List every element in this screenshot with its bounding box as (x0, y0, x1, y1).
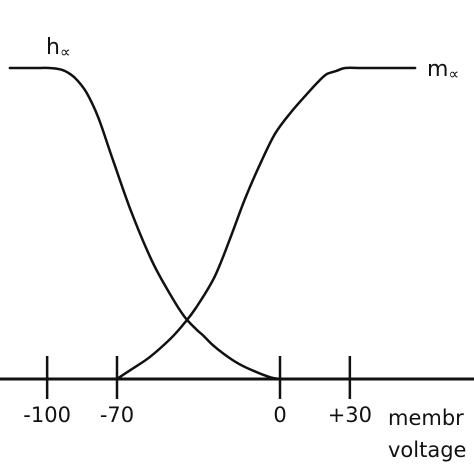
x-tick-label: 0 (273, 403, 286, 427)
x-tick-label: -100 (23, 403, 71, 427)
x-axis: -100 -70 0 +30 membr voltage (0, 356, 474, 462)
x-tick-label: +30 (328, 403, 372, 427)
x-tick-label: -70 (100, 403, 134, 427)
curve-label-m-inf: m∝ (427, 57, 459, 83)
label-layer: h∝ m∝ (46, 35, 459, 83)
curve-label-h-inf: h∝ (46, 35, 71, 61)
series-line-m-inf (115, 66, 417, 381)
x-axis-title: membr (388, 406, 464, 430)
x-axis-title: voltage (388, 438, 466, 462)
series-line-h-inf (8, 66, 282, 381)
series-layer (8, 66, 417, 381)
